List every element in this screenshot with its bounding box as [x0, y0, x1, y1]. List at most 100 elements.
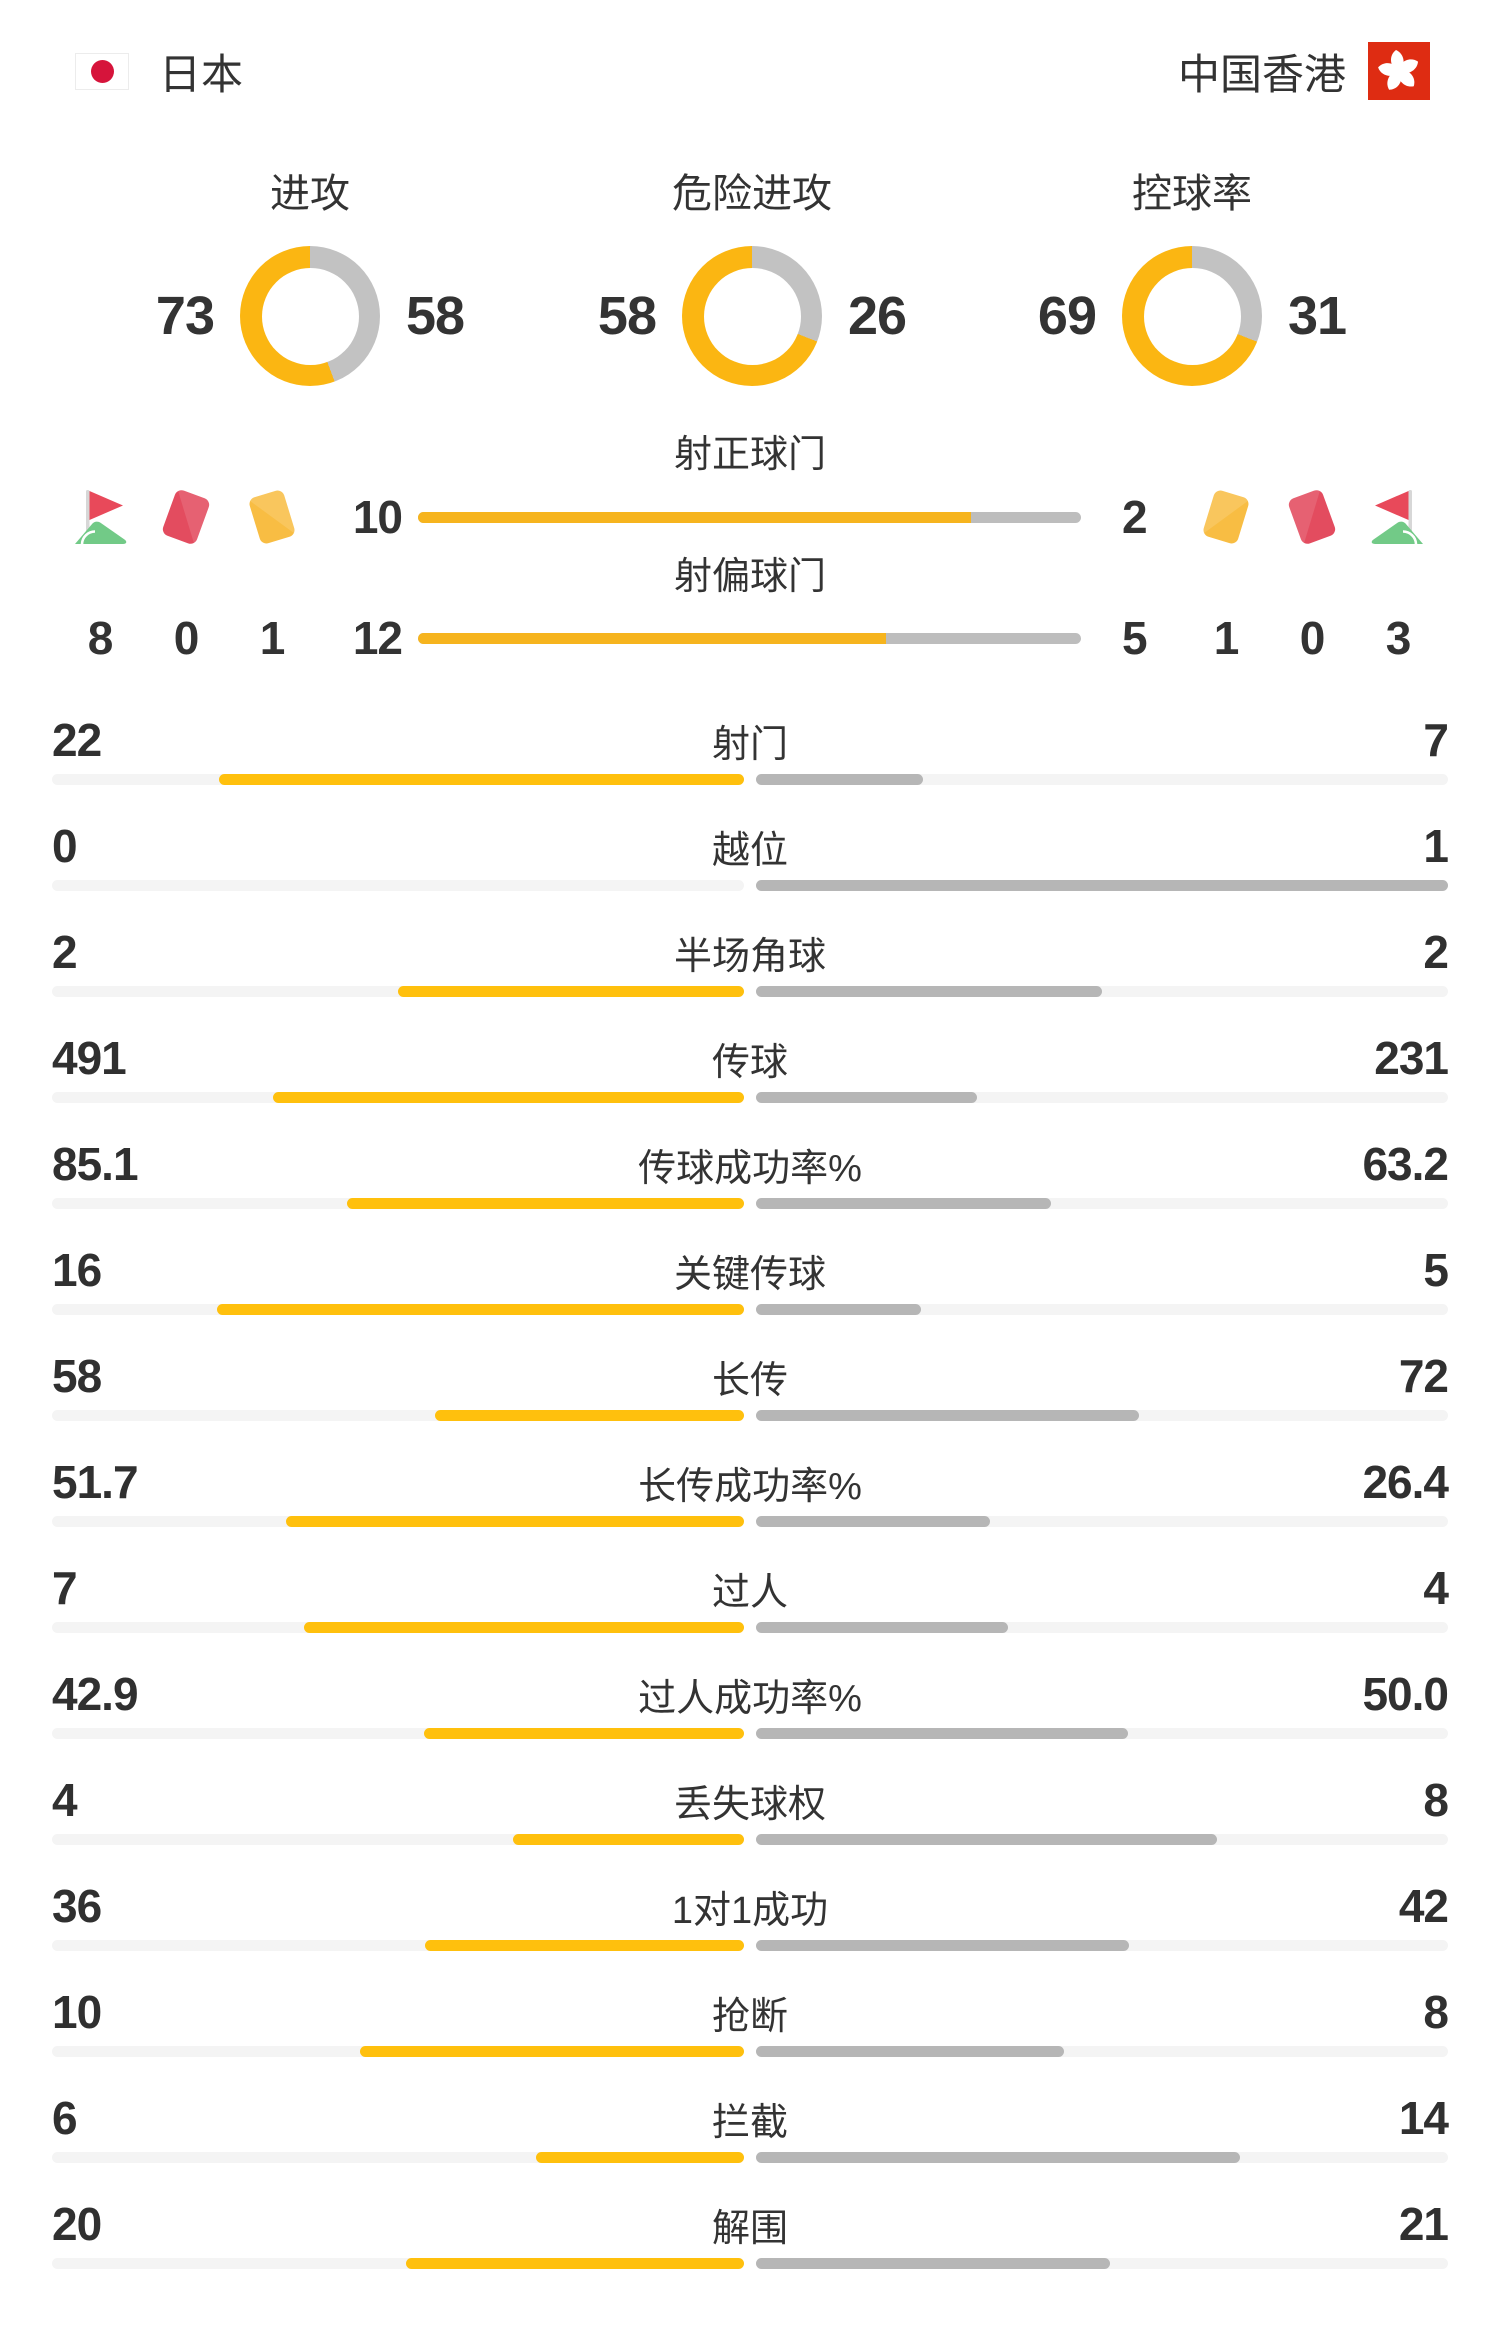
stat-track-home	[52, 1092, 744, 1103]
donut-group-possession: 控球率 69 31	[1030, 166, 1354, 386]
stat-bar-home	[219, 774, 744, 785]
donut-away-value: 26	[848, 286, 907, 346]
corner-flag-icon	[72, 485, 128, 549]
shots-on-target-home-value: 10	[352, 491, 403, 543]
donut-group-dangerous-attack: 危险进攻 58 26	[590, 166, 914, 386]
yellow-cards-home-count: 1	[259, 612, 286, 664]
stat-bar-away	[756, 880, 1448, 891]
donut-chart-attack	[240, 246, 380, 386]
stat-track-away	[756, 1092, 1448, 1103]
stat-home-value: 51.7	[52, 1456, 139, 1508]
stat-track-home	[52, 1198, 744, 1209]
stat-row: 传球 491 231	[0, 1006, 1500, 1112]
red-cards-home-count: 0	[173, 612, 200, 664]
shots-on-target-title: 射正球门	[673, 434, 826, 476]
stat-track-away	[756, 1410, 1448, 1421]
stat-track-home	[52, 1834, 744, 1845]
stat-track-away	[756, 1622, 1448, 1633]
stat-bar-home	[303, 1622, 744, 1633]
stat-row: 解围 20 21	[0, 2172, 1500, 2278]
stat-bar-away	[756, 2152, 1241, 2163]
stat-track-home	[52, 1622, 744, 1633]
stat-away-value: 8	[1423, 1986, 1449, 2038]
stat-bar-away	[756, 1516, 990, 1527]
stat-home-value: 22	[52, 714, 102, 766]
donut-title: 危险进攻	[672, 172, 832, 216]
stat-label: 射门	[711, 723, 788, 766]
donut-home-value: 69	[1037, 286, 1097, 346]
shots-off-target-home-value: 12	[352, 612, 403, 664]
stat-home-value: 6	[52, 2092, 78, 2144]
stat-bar-home	[273, 1092, 744, 1103]
stat-row: 1对1成功 36 42	[0, 1854, 1500, 1960]
stat-track-home	[52, 1304, 744, 1315]
stat-label: 过人	[711, 1571, 788, 1614]
stat-row: 过人 7 4	[0, 1536, 1500, 1642]
shots-off-target-away-value: 5	[1122, 612, 1148, 664]
stat-track-away	[756, 2258, 1448, 2269]
stat-label: 关键传球	[673, 1253, 826, 1296]
stat-row: 关键传球 16 5	[0, 1218, 1500, 1324]
yellow-cards-away-count: 1	[1213, 612, 1240, 664]
stat-bar-home	[216, 1304, 744, 1315]
stat-home-value: 4	[52, 1774, 78, 1826]
header: 日本 中国香港	[75, 40, 1430, 102]
japan-flag-icon	[75, 52, 129, 90]
stat-track-home	[52, 774, 744, 785]
stat-bar-away	[756, 1092, 978, 1103]
stat-bar-home	[359, 2046, 744, 2057]
stat-label: 传球	[711, 1041, 788, 1084]
stat-bar-away	[756, 1834, 1218, 1845]
donut-away-value: 31	[1288, 286, 1347, 346]
stat-row: 长传成功率% 51.7 26.4	[0, 1430, 1500, 1536]
stat-track-home	[52, 1410, 744, 1421]
stat-away-value: 72	[1398, 1350, 1449, 1402]
stat-label: 抢断	[711, 1995, 788, 2038]
stat-bar-away	[756, 2046, 1064, 2057]
stat-bar-away	[756, 2258, 1111, 2269]
stat-track-away	[756, 1198, 1448, 1209]
stat-bar-home	[424, 1728, 744, 1739]
stat-track-away	[756, 880, 1448, 891]
stat-label: 丢失球权	[673, 1783, 826, 1826]
donut-home-value: 58	[597, 286, 657, 346]
yellow-card-icon	[1198, 485, 1254, 549]
stat-home-value: 491	[52, 1032, 127, 1084]
team-away: 中国香港	[1178, 41, 1430, 102]
stat-away-value: 2	[1423, 926, 1449, 978]
donut-away-value: 58	[406, 286, 465, 346]
stat-track-home	[52, 2152, 744, 2163]
team-away-name: 中国香港	[1177, 50, 1346, 98]
stat-away-value: 21	[1398, 2198, 1449, 2250]
stat-label: 传球成功率%	[638, 1147, 862, 1190]
stat-home-value: 16	[52, 1244, 102, 1296]
stat-bar-away	[756, 1622, 1008, 1633]
stat-bar-home	[424, 1940, 744, 1951]
stat-bar-away	[756, 1940, 1129, 1951]
stat-track-away	[756, 1728, 1448, 1739]
stat-label: 1对1成功	[671, 1889, 829, 1932]
stat-home-value: 36	[52, 1880, 102, 1932]
stat-bar-away	[756, 1728, 1129, 1739]
donut-home-value: 73	[155, 286, 215, 346]
stat-bar-home	[398, 986, 744, 997]
stat-away-value: 50.0	[1362, 1668, 1449, 1720]
corner-flag-icon	[1370, 485, 1426, 549]
stat-bar-home	[435, 1410, 744, 1421]
stat-track-home	[52, 2046, 744, 2057]
stat-track-away	[756, 2046, 1448, 2057]
stat-bar-home	[346, 1198, 744, 1209]
red-card-icon	[158, 485, 214, 549]
stat-home-value: 42.9	[52, 1668, 139, 1720]
stat-row: 长传 58 72	[0, 1324, 1500, 1430]
stat-row: 抢断 10 8	[0, 1960, 1500, 2066]
donut-chart-dangerous-attack	[682, 246, 822, 386]
shots-off-target-title: 射偏球门	[673, 556, 826, 598]
shots-section: 射正球门 射偏球门	[0, 430, 1500, 688]
stat-row: 丢失球权 4 8	[0, 1748, 1500, 1854]
stat-away-value: 7	[1423, 714, 1449, 766]
hongkong-flag-icon	[1368, 42, 1430, 100]
stat-track-home	[52, 2258, 744, 2269]
donut-title: 控球率	[1132, 172, 1252, 216]
red-cards-away-count: 0	[1299, 612, 1326, 664]
